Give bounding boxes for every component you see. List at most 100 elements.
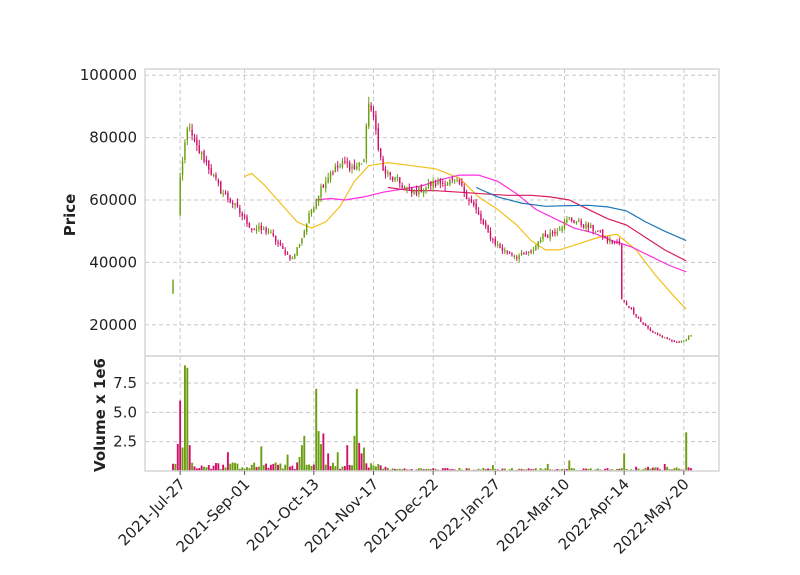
volume-axis-title: Volume x 1e6 (91, 358, 109, 472)
volume-bar (363, 447, 365, 471)
candle-body (205, 160, 208, 162)
volume-bar (212, 465, 215, 471)
volume-bar (246, 467, 248, 471)
volume-bar (453, 469, 456, 471)
volume-bar (654, 467, 657, 471)
candle-body (475, 203, 477, 210)
volume-bar (451, 469, 454, 471)
candle-body (327, 177, 329, 183)
candle-body (418, 186, 420, 195)
candle-body (644, 323, 647, 326)
volume-bar (630, 469, 633, 471)
volume-bar (372, 465, 375, 471)
volume-bar (477, 468, 480, 471)
volume-bar (394, 468, 396, 471)
candle-body (217, 180, 220, 184)
candle-body (668, 338, 671, 340)
candle-body (449, 179, 451, 185)
volume-bar (649, 468, 652, 471)
candle-body (580, 220, 582, 226)
candle-body (415, 189, 418, 195)
candle-body (430, 181, 432, 186)
candle-body (422, 189, 425, 194)
volume-bar (680, 469, 683, 471)
candle-body (554, 231, 556, 234)
candle-body (432, 181, 434, 188)
volume-bar (188, 445, 191, 471)
candle-body (630, 307, 633, 309)
volume-bar (365, 463, 368, 471)
candle-body (513, 256, 516, 258)
candle-body (570, 217, 573, 221)
candle-body (241, 213, 243, 217)
candle-body (413, 191, 415, 194)
candle-body (231, 202, 234, 205)
volume-bar (320, 444, 322, 471)
candle-body (561, 227, 563, 232)
candle-body (678, 341, 680, 343)
candle-body (260, 225, 263, 231)
candle-body (566, 219, 568, 223)
volume-bar (238, 468, 241, 471)
volume-bar (172, 463, 174, 471)
candle-body (272, 233, 274, 236)
candle-body (628, 306, 630, 309)
price-y-tick-label: 100000 (80, 66, 137, 84)
volume-bar (596, 468, 599, 471)
candle-body (410, 187, 413, 194)
volume-bar (176, 444, 179, 471)
candle-body (236, 202, 239, 207)
volume-bar (241, 467, 244, 471)
volume-bar (663, 463, 666, 471)
candle-body (551, 231, 554, 233)
volume-bar (458, 467, 461, 471)
candle-body (664, 337, 666, 339)
volume-bar (298, 456, 301, 471)
candle-body (623, 300, 625, 302)
candle-body (251, 228, 253, 230)
volume-bar (530, 469, 533, 471)
volume-bar (491, 465, 494, 471)
candle-body (196, 139, 198, 146)
candle-body (489, 231, 492, 239)
candle-body (198, 145, 200, 153)
candle-body (671, 339, 673, 342)
volume-bar (616, 468, 618, 471)
volume-bar (396, 469, 399, 471)
volume-bar (226, 452, 229, 471)
candle-body (200, 152, 203, 155)
candle-body (496, 244, 499, 246)
volume-bar (417, 468, 420, 471)
candle-body (356, 166, 358, 169)
candle-body (320, 186, 322, 198)
volume-grid (145, 356, 719, 471)
candle-body (573, 220, 575, 223)
candle-body (568, 217, 570, 219)
moving-average-line (244, 161, 687, 310)
volume-bar (379, 465, 382, 471)
volume-bar (403, 468, 406, 471)
volume-bar (656, 467, 659, 471)
volume-bar (482, 467, 485, 471)
volume-bar (446, 468, 449, 471)
candle-body (403, 186, 406, 189)
candle-body (396, 177, 399, 179)
volume-bar (277, 464, 279, 471)
candle-body (473, 201, 475, 206)
volume-bar (374, 466, 377, 471)
candle-body (265, 227, 267, 233)
candle-body (227, 192, 229, 200)
volume-bar (534, 468, 537, 471)
candle-body (181, 160, 184, 176)
candle-body (616, 241, 618, 243)
volume-bar (253, 462, 256, 471)
volume-bar (620, 468, 623, 471)
candle-body (621, 244, 623, 300)
volume-bar (331, 462, 334, 471)
volume-bar (386, 467, 389, 471)
volume-bar (432, 468, 435, 471)
candle-body (193, 137, 196, 141)
volume-bar (317, 431, 320, 471)
volume-bar (339, 468, 342, 471)
